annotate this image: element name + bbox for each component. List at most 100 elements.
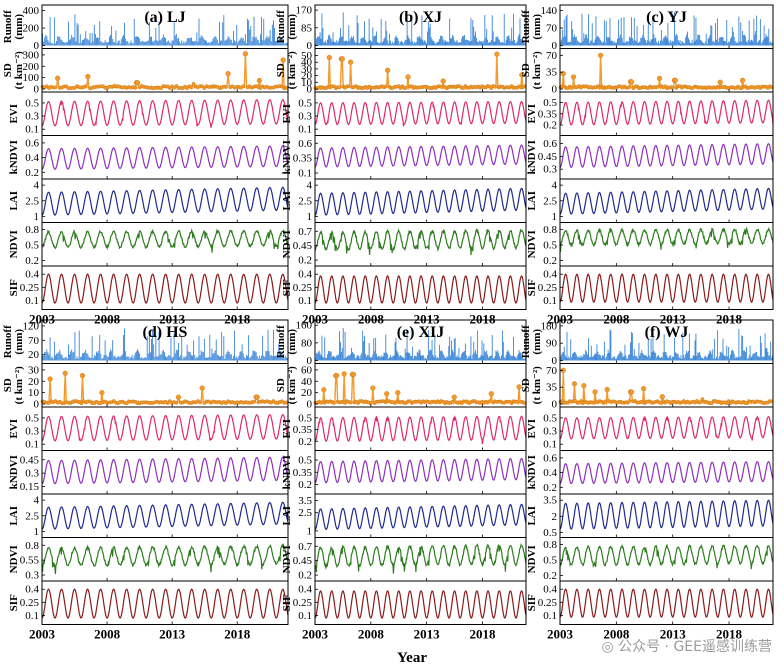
y-tick-label: 0.25 [293,282,313,294]
y-tick-label: 160 [296,320,313,332]
runoff-bar [58,36,60,46]
sd-marker [326,54,332,61]
runoff-bar [672,40,674,46]
runoff-bar [425,357,427,361]
runoff-bar [712,41,714,46]
runoff-bar [90,357,92,361]
runoff-bar [216,39,218,46]
runoff-bar [458,42,460,46]
y-axis-label: SIF [526,279,538,296]
runoff-bar [394,37,396,46]
runoff-bar [718,37,720,46]
y-axis-label-line: SD [2,378,14,392]
x-tick-label: 2008 [603,627,630,642]
sd-marker [487,399,492,404]
y-axis-label-line: SIF [526,279,538,296]
runoff-bar [623,356,625,361]
y-axis-label: kNDVI [526,140,538,174]
runoff-bar [283,357,285,361]
x-tick-label: 2008 [358,312,385,327]
runoff-bar [653,350,655,361]
runoff-bar [457,357,459,361]
runoff-bar [129,358,131,361]
y-ticks: 0.80.50.2 [543,539,563,582]
runoff-bar [754,353,756,361]
runoff-bar [759,335,761,361]
runoff-bar [180,43,182,46]
runoff-bar [625,355,627,361]
runoff-bar [453,40,455,46]
y-axis-label: EVI [281,419,293,439]
runoff-bar [614,41,616,46]
runoff-bar [459,42,461,46]
runoff-bar [84,352,86,361]
runoff-bar [518,34,520,46]
runoff-bar [334,42,336,46]
runoff-bar [748,355,750,361]
runoff-bar [716,356,717,361]
runoff-bar [148,21,150,46]
runoff-bar [507,350,509,361]
runoff-bar [406,13,408,46]
runoff-bar [399,43,401,46]
runoff-bar [175,349,177,361]
runoff-bar [572,29,574,46]
runoff-bar [99,334,101,361]
runoff-bar [737,357,739,361]
runoff-bar [769,355,771,361]
sif-line [41,273,289,304]
y-axis-label: NDVI [526,545,538,573]
runoff-bar [626,41,628,46]
runoff-bar [282,353,284,361]
runoff-bar [347,355,349,361]
runoff-bar [513,39,515,46]
runoff-bar [417,37,419,46]
runoff-bar [369,356,371,361]
runoff-bar [574,351,575,361]
runoff-bar [206,41,207,46]
runoff-bar [586,34,588,46]
y-ticks: 0.40.250.1 [538,269,563,307]
sd-marker [133,85,138,90]
y-tick-label: 2.5 [25,195,39,207]
runoff-bar [325,40,327,46]
runoff-bar [67,344,69,361]
runoff-bars [42,14,288,46]
runoff-bar [88,40,90,46]
y-tick-label: 0.2 [298,570,312,582]
runoff-bar [451,349,453,361]
runoff-bar [126,356,128,361]
runoff-bar [620,17,622,46]
runoff-bar [236,356,238,361]
runoff-bar [574,34,575,46]
runoff-bar [282,38,284,46]
runoff-bar [151,339,152,361]
runoff-bar [251,41,253,46]
runoff-bar [727,42,729,46]
runoff-bar [389,357,390,361]
runoff-bar [594,353,596,361]
runoff-bar [497,350,499,361]
runoff-bar [400,355,402,361]
runoff-bar [474,35,476,46]
runoff-bar [202,38,204,46]
runoff-bar [213,36,215,46]
y-axis-label: SD(t km⁻²) [520,51,543,89]
runoff-bar [257,40,259,46]
y-axis-label: Runoff(mm) [520,325,543,358]
runoff-bar [500,358,502,361]
y-tick-label: 0.3 [25,111,39,123]
runoff-bar [684,43,686,46]
runoff-bar [91,33,93,46]
runoff-bar [588,43,590,46]
runoff-bar [328,34,330,46]
runoff-bar [349,40,351,46]
runoff-bar [283,43,285,46]
runoff-bar [202,352,204,361]
runoff-bar [145,41,147,46]
runoff-bar [431,340,433,361]
runoff-bar [757,42,759,46]
runoff-bar [453,338,455,361]
